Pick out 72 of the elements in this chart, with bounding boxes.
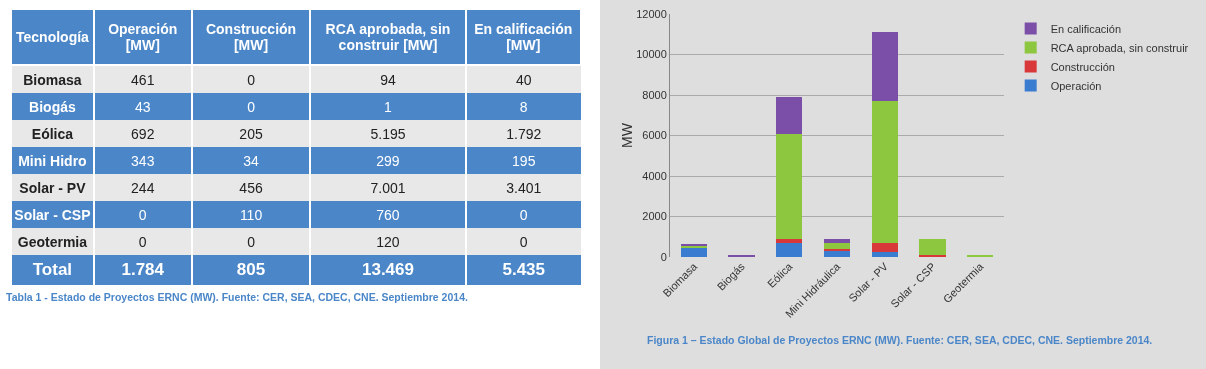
data-label: 43: [93, 93, 192, 120]
category-label: Total: [11, 255, 94, 285]
bar: [776, 238, 803, 243]
bar: [871, 242, 898, 253]
category-label: Geotermia: [11, 228, 94, 255]
data-label: 195: [465, 147, 581, 174]
data-label: 5.195: [310, 120, 466, 147]
category-label: Eólica: [11, 120, 94, 147]
bar: [871, 252, 898, 257]
y-tick-label: 2000: [642, 210, 667, 223]
text: Tabla 1 - Estado de Proyectos ERNC (MW). Fuente: CER, SEA, CDEC, CNE. Septiembre 2014.: [6, 291, 469, 303]
data-label: 1.784: [93, 255, 192, 285]
data-label: 94: [310, 65, 466, 93]
data-label: 120: [310, 228, 466, 255]
legend-label: RCA aprobada, sin construir: [1050, 41, 1189, 54]
y-tick-label: 10000: [636, 48, 667, 61]
category-label: Solar - PV: [11, 174, 94, 201]
data-label: 34: [191, 147, 311, 174]
y-axis-title: MW: [619, 122, 635, 148]
data-label: 13.469: [310, 255, 466, 285]
y-tick-label: 12000: [636, 7, 667, 20]
data-label: 805: [191, 255, 311, 285]
category-label: Solar - CSP: [11, 201, 94, 228]
data-label: 5.435: [465, 255, 581, 285]
data-label: 0: [191, 93, 311, 120]
y-tick-label: 0: [660, 250, 667, 263]
series-label: RCA aprobada, sin construir [MW]: [310, 9, 466, 65]
bar: [680, 247, 707, 257]
y-tick-label: 4000: [642, 169, 667, 182]
data-label: 0: [93, 228, 192, 255]
data-label: 3.401: [465, 174, 581, 201]
y-tick-label: 6000: [642, 129, 667, 142]
data-label: 0: [465, 228, 581, 255]
y-tick-label: 8000: [642, 88, 667, 101]
bar: [823, 239, 851, 244]
data-label: 0: [191, 228, 311, 255]
category-label: Biomasa: [11, 65, 94, 93]
data-label: 110: [191, 201, 311, 228]
data-label: 760: [310, 201, 466, 228]
bar: [776, 242, 803, 257]
data-label: 40: [465, 65, 581, 93]
bar: [919, 254, 946, 257]
category-label: Biogás: [11, 93, 94, 120]
data-label: 205: [191, 120, 311, 147]
data-label: 343: [93, 147, 192, 174]
bar: [776, 97, 803, 134]
data-label: 0: [465, 201, 581, 228]
data-label: 692: [93, 120, 192, 147]
legend-label: Construcción: [1050, 60, 1115, 73]
data-label: 0: [191, 65, 311, 93]
bar: [919, 239, 946, 255]
legend-label: Operación: [1050, 79, 1102, 92]
series-label: Operación [MW]: [93, 9, 192, 65]
series-label: En calificación [MW]: [465, 9, 581, 65]
bar: [871, 101, 898, 243]
category-label: Mini Hidro: [11, 147, 94, 174]
data-label: 1.792: [465, 120, 581, 147]
data-label: 1: [310, 93, 466, 120]
data-label: 456: [191, 174, 311, 201]
bar: [776, 133, 803, 239]
legend-label: En calificación: [1050, 22, 1122, 35]
series-label: Construcción [MW]: [191, 9, 311, 65]
data-label: 0: [93, 201, 192, 228]
bar: [871, 32, 898, 102]
data-label: 7.001: [310, 174, 466, 201]
text: Tecnología: [11, 9, 94, 65]
text: Figura 1 – Estado Global de Proyectos ERNC (MW). Fuente: CER, SEA, CDEC, CNE. Septiembre 2014.: [647, 334, 1153, 346]
data-label: 244: [93, 174, 192, 201]
data-label: 8: [465, 93, 581, 120]
data-label: 299: [310, 147, 466, 174]
bar: [823, 243, 851, 250]
data-label: 461: [93, 65, 192, 93]
